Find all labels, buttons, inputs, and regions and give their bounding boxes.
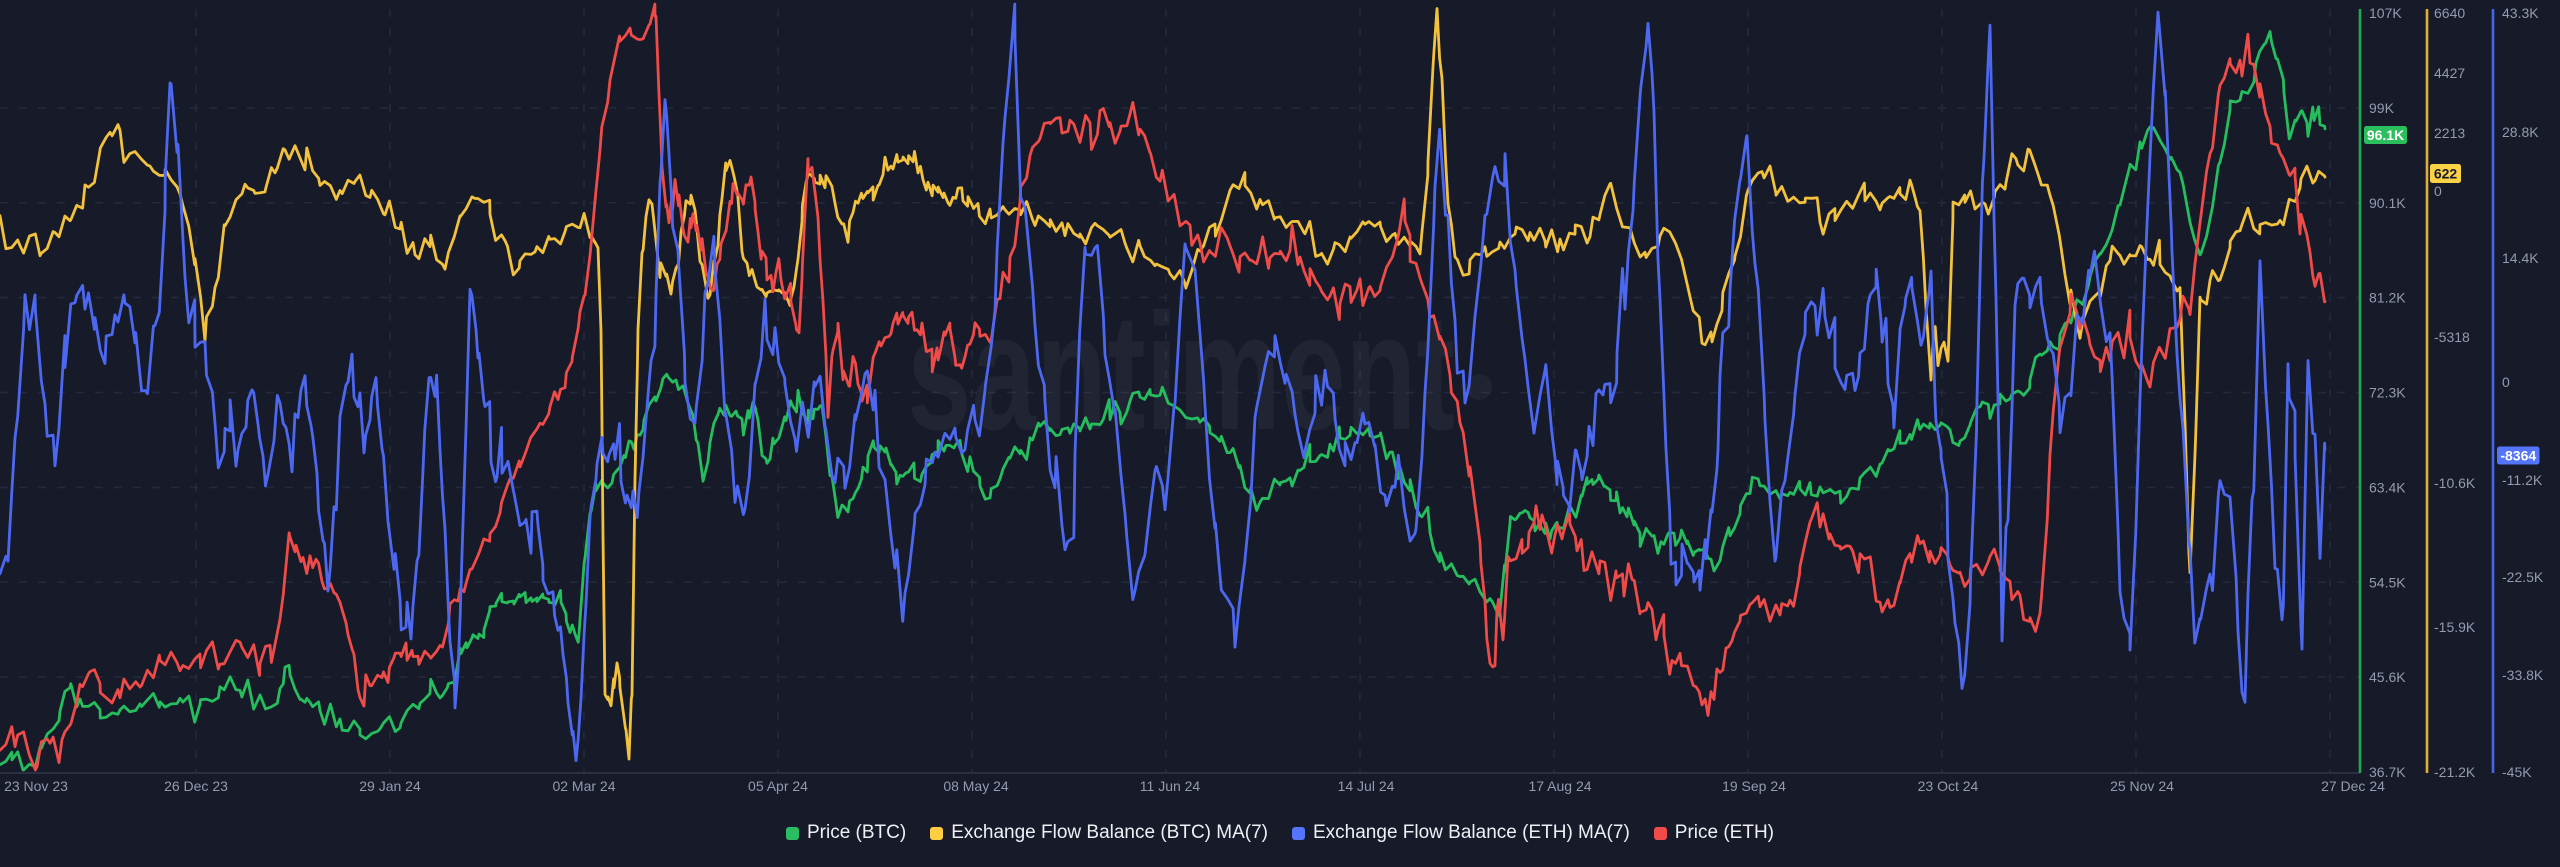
svg-text:72.3K: 72.3K [2369,385,2406,401]
svg-text:81.2K: 81.2K [2369,290,2406,306]
svg-text:-10.6K: -10.6K [2434,475,2476,491]
svg-text:26 Dec 23: 26 Dec 23 [164,778,228,794]
svg-text:23 Nov 23: 23 Nov 23 [4,778,68,794]
svg-text:-21.2K: -21.2K [2434,764,2476,780]
svg-text:36.7K: 36.7K [2369,764,2406,780]
svg-text:0: 0 [2434,183,2442,199]
svg-text:17 Aug 24: 17 Aug 24 [1528,778,1591,794]
svg-text:96.1K: 96.1K [2367,127,2404,143]
svg-text:622: 622 [2434,166,2458,182]
svg-text:14 Jul 24: 14 Jul 24 [1338,778,1395,794]
svg-text:-11.2K: -11.2K [2502,472,2543,488]
svg-text:11 Jun 24: 11 Jun 24 [1140,778,1201,794]
svg-text:63.4K: 63.4K [2369,479,2406,495]
svg-text:-15.9K: -15.9K [2434,619,2476,635]
svg-text:4427: 4427 [2434,65,2465,81]
svg-text:27 Dec 24: 27 Dec 24 [2321,778,2385,794]
svg-text:43.3K: 43.3K [2502,5,2539,21]
svg-text:90.1K: 90.1K [2369,195,2406,211]
svg-text:-45K: -45K [2502,764,2532,780]
svg-text:25 Nov 24: 25 Nov 24 [2110,778,2174,794]
svg-text:-33.8K: -33.8K [2502,667,2544,683]
svg-text:28.8K: 28.8K [2502,124,2539,140]
svg-text:54.5K: 54.5K [2369,574,2406,590]
svg-text:08 May 24: 08 May 24 [943,778,1009,794]
svg-text:29 Jan 24: 29 Jan 24 [359,778,421,794]
svg-text:99K: 99K [2369,100,2395,116]
svg-text:23 Oct 24: 23 Oct 24 [1918,778,1979,794]
svg-text:-8364: -8364 [2500,448,2536,464]
svg-text:14.4K: 14.4K [2502,250,2539,266]
svg-text:2213: 2213 [2434,125,2465,141]
svg-text:45.6K: 45.6K [2369,669,2406,685]
svg-text:19 Sep 24: 19 Sep 24 [1722,778,1786,794]
svg-text:107K: 107K [2369,5,2402,21]
svg-text:02 Mar 24: 02 Mar 24 [552,778,615,794]
svg-text:-5318: -5318 [2434,329,2470,345]
svg-text:6640: 6640 [2434,5,2465,21]
svg-text:05 Apr 24: 05 Apr 24 [748,778,808,794]
svg-text:-22.5K: -22.5K [2502,569,2544,585]
svg-text:0: 0 [2502,374,2510,390]
